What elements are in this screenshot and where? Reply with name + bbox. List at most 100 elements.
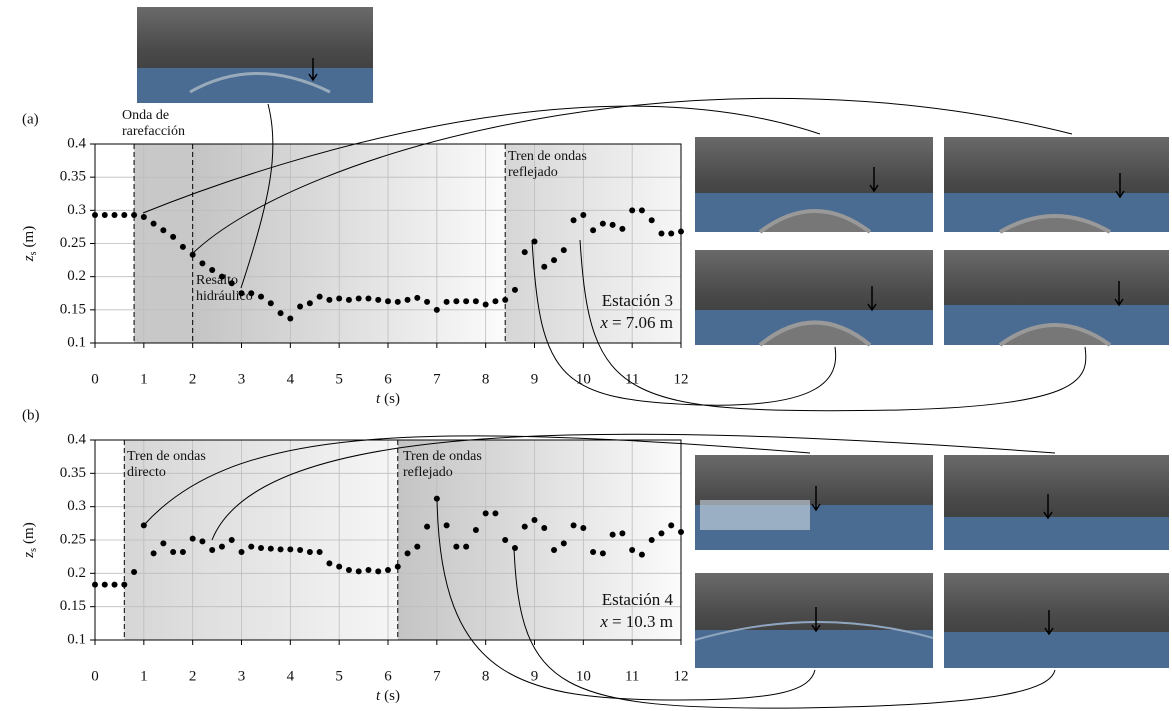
point — [638, 207, 645, 214]
photo — [695, 250, 933, 347]
y-tick-label: 0.3 — [67, 498, 86, 514]
connector — [579, 239, 1087, 412]
point — [131, 211, 138, 218]
y-axis-unit: (m) — [21, 522, 37, 544]
x-tick-label: 1 — [140, 668, 148, 684]
point — [345, 567, 352, 573]
x-tick-label: 2 — [189, 371, 197, 387]
point — [209, 267, 216, 274]
location-text: = 7.06 m — [612, 313, 673, 332]
point — [414, 294, 421, 301]
y-axis-sub: s — [28, 548, 39, 552]
point — [404, 296, 411, 303]
x-tick-label: 3 — [238, 668, 246, 684]
x-tick-label: 11 — [625, 668, 639, 684]
point — [492, 510, 499, 517]
point — [326, 296, 333, 303]
x-tick-label: 7 — [433, 668, 441, 684]
point — [150, 550, 157, 557]
photo — [695, 455, 933, 550]
point — [316, 549, 323, 555]
y-tick-label: 0.15 — [60, 598, 86, 614]
point — [101, 211, 108, 218]
x-axis-unit: (s) — [384, 391, 400, 407]
point — [521, 523, 528, 530]
point — [385, 298, 391, 305]
location-var: x — [599, 313, 608, 332]
x-tick-label: 7 — [433, 371, 441, 387]
y-axis-unit: (m) — [21, 226, 37, 248]
point — [678, 529, 684, 535]
point — [609, 531, 616, 538]
point — [648, 537, 655, 543]
y-tick-label: 0.2 — [67, 268, 86, 284]
x-tick-label: 2 — [189, 668, 197, 684]
location-text: = 10.3 m — [612, 612, 673, 631]
point — [160, 227, 167, 234]
point — [267, 300, 274, 307]
y-tick-label: 0.25 — [60, 235, 86, 251]
point — [590, 549, 597, 555]
connectors — [142, 97, 1087, 709]
point — [492, 298, 499, 305]
point — [355, 568, 362, 575]
x-axis-label: t (s) — [376, 391, 400, 407]
point — [131, 569, 138, 575]
y-tick-label: 0.25 — [60, 531, 86, 547]
point — [218, 273, 225, 280]
point — [424, 523, 431, 530]
y-tick-label: 0.4 — [67, 135, 86, 151]
x-tick-label: 9 — [531, 668, 539, 684]
y-tick-label: 0.1 — [67, 631, 86, 647]
point — [482, 301, 489, 308]
point — [414, 543, 421, 550]
point — [326, 560, 333, 567]
point — [453, 298, 460, 305]
point — [551, 547, 558, 553]
x-tick-label: 5 — [335, 668, 343, 684]
point — [482, 510, 489, 517]
x-tick-label: 12 — [674, 371, 689, 387]
point — [199, 538, 206, 545]
point — [541, 263, 548, 270]
point — [140, 213, 147, 220]
point — [570, 217, 577, 224]
y-tick-label: 0.2 — [67, 565, 86, 581]
point — [502, 537, 509, 543]
y-axis-var: z — [21, 552, 37, 559]
y-tick-label: 0.1 — [67, 334, 86, 350]
point — [189, 251, 196, 258]
point — [209, 547, 216, 553]
photos — [137, 7, 1169, 668]
point — [287, 315, 294, 322]
point — [277, 310, 284, 317]
photo — [695, 137, 933, 234]
photo — [694, 573, 934, 668]
x-tick-label: 9 — [531, 371, 539, 387]
point — [629, 547, 636, 553]
point — [238, 290, 245, 297]
point — [306, 300, 313, 307]
point — [228, 537, 235, 543]
point — [238, 549, 245, 555]
station-location: x = 10.3 m — [599, 612, 673, 631]
point — [375, 568, 382, 575]
chart: 0.10.150.20.250.30.350.40 1 2 3 4 5 6 7 8 9 10 11 12… — [21, 407, 688, 704]
point — [336, 295, 343, 302]
point — [531, 238, 538, 245]
y-tick-label: 0.4 — [67, 431, 86, 447]
point — [297, 547, 304, 553]
point — [92, 581, 98, 588]
x-tick-label: 6 — [384, 668, 392, 684]
point — [658, 530, 665, 537]
connector — [142, 105, 821, 214]
point — [580, 525, 587, 531]
point — [472, 298, 479, 305]
x-axis-unit: (s) — [384, 688, 400, 704]
annotation: Tren de ondas — [403, 449, 482, 464]
point — [443, 522, 450, 529]
station-label: Estación 3 — [602, 291, 673, 310]
chart: 0.10.150.20.250.30.350.40 1 2 3 4 5 6 7 8 9 10 11 12… — [21, 108, 688, 407]
point — [511, 286, 518, 293]
